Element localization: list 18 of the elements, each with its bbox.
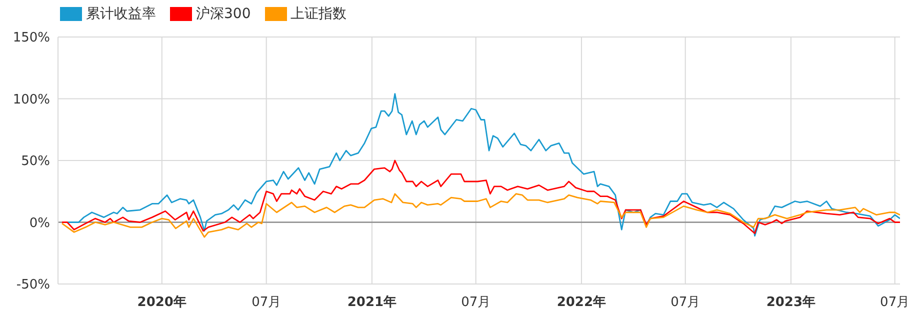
- x-tick-label: 2022年: [556, 295, 606, 310]
- legend-label: 累计收益率: [86, 5, 156, 23]
- y-tick-label: 0%: [29, 216, 50, 231]
- y-tick-label: 150%: [12, 30, 50, 46]
- y-tick-label: 100%: [12, 92, 50, 108]
- y-tick-label: -50%: [16, 278, 50, 293]
- x-tick-label: 07月: [252, 295, 282, 310]
- y-tick-label: 50%: [21, 154, 50, 170]
- x-tick-label: 2021年: [347, 295, 397, 310]
- legend-label: 沪深300: [196, 5, 251, 23]
- x-tick-label: 07月: [670, 295, 700, 310]
- line-series: [61, 193, 900, 238]
- legend-label: 上证指数: [290, 5, 347, 23]
- x-tick-label: 07月: [461, 295, 491, 310]
- x-tick-label: 07月: [880, 295, 910, 310]
- x-tick-label: 2020年: [137, 295, 186, 310]
- line-series: [61, 160, 900, 234]
- x-tick-label: 2023年: [766, 295, 816, 310]
